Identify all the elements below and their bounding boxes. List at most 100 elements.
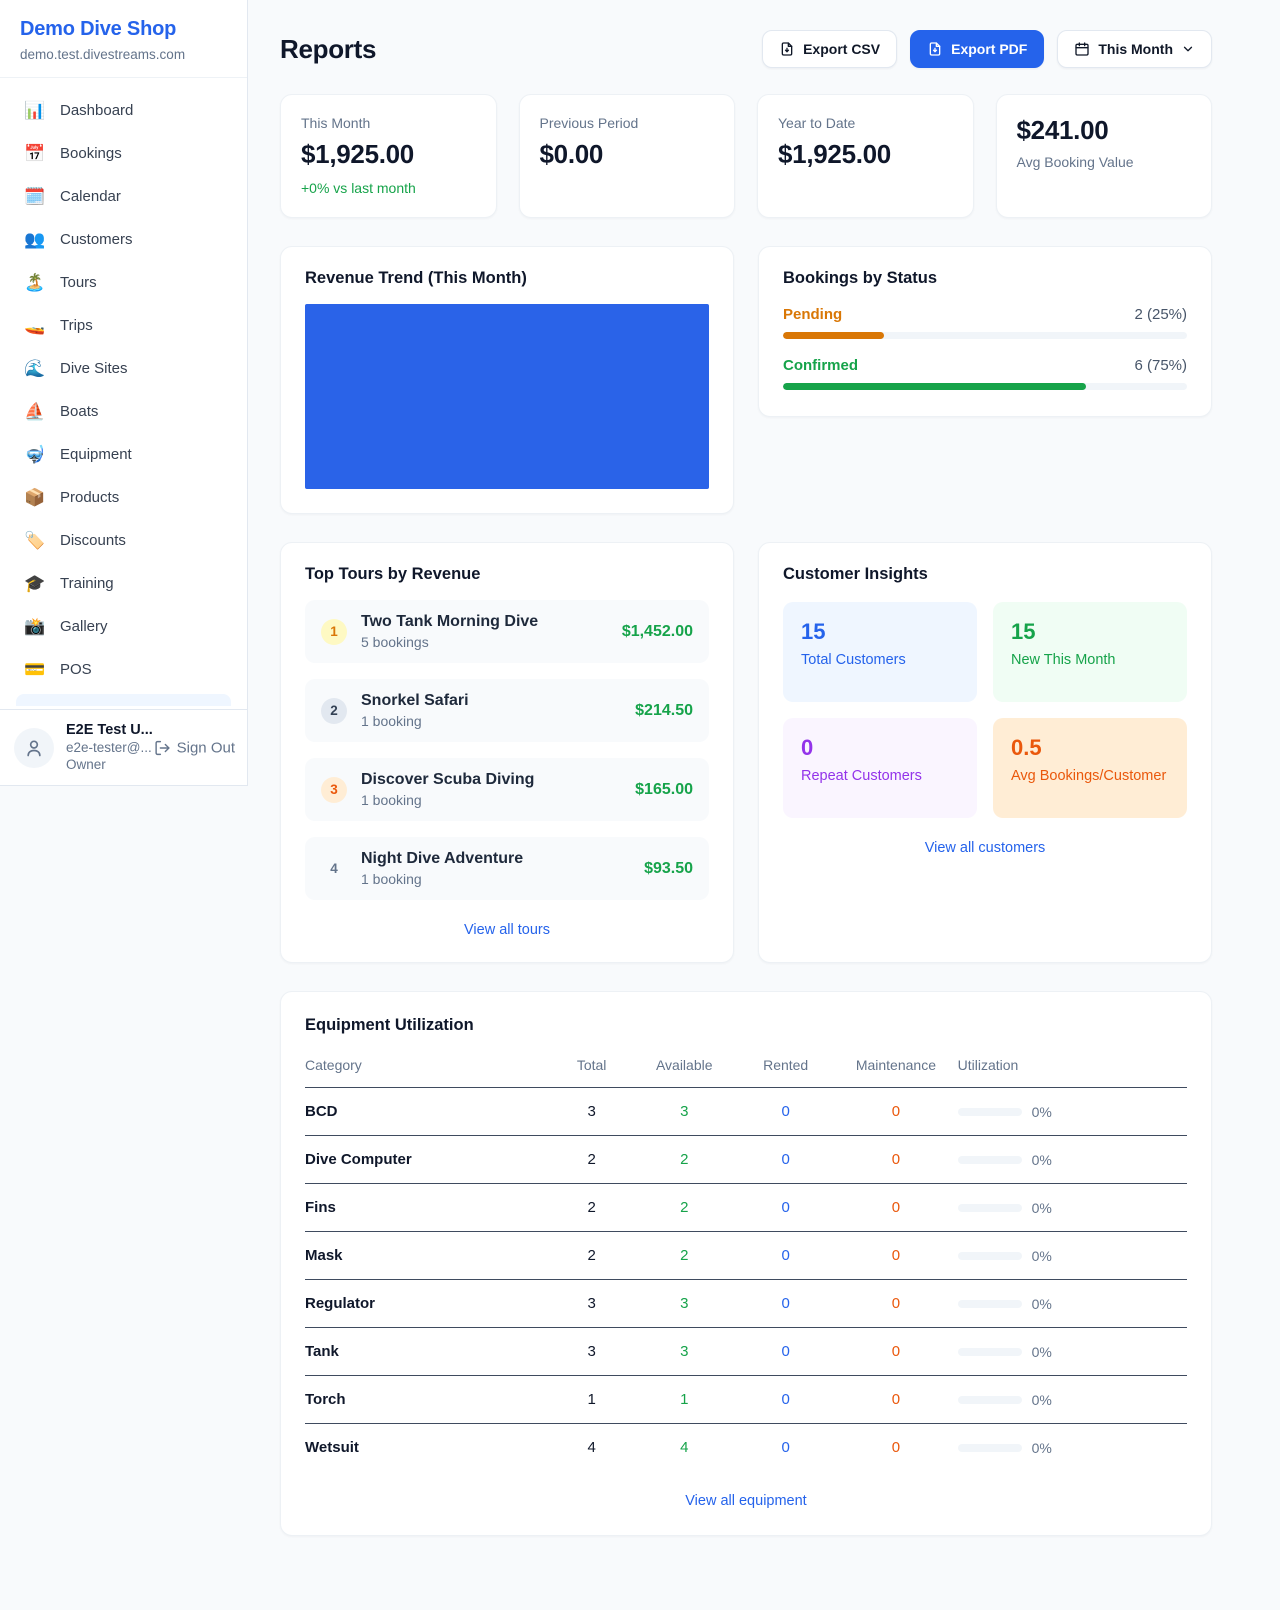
sidebar-item-pos[interactable]: 💳 POS	[24, 659, 92, 679]
person-icon	[27, 740, 41, 756]
utilization-bar	[957, 1251, 1022, 1260]
status-row-confirmed: Confirmed 6 (75%)	[783, 357, 1187, 390]
stat-card-year-to-date: Year to Date $1,925.00	[757, 94, 974, 218]
stat-value: $0.00	[539, 139, 604, 169]
table-row: BCD 3 3 0 0 0%	[305, 1087, 1187, 1136]
table-row: Dive Computer 2 2 0 0 0%	[305, 1135, 1187, 1184]
rank-badge: 3	[321, 776, 347, 803]
bookings-by-status-card: Bookings by Status Pending 2 (25%) Confi…	[758, 246, 1212, 417]
table-row: Regulator 3 3 0 0 0%	[305, 1279, 1187, 1328]
tile-avg-bookings: 0.5 Avg Bookings/Customer	[993, 718, 1187, 818]
stat-card-this-month: This Month $1,925.00 +0% vs last month	[280, 94, 497, 218]
table-row: Tank 3 3 0 0 0%	[305, 1327, 1187, 1376]
revenue-trend-chart	[305, 304, 709, 489]
diving-mask-icon: 🤿	[24, 444, 46, 464]
stat-value: $1,925.00	[301, 139, 414, 169]
insight-tiles: 15 Total Customers 15 New This Month 0 R…	[783, 602, 1187, 818]
sign-out-button[interactable]: Sign Out	[154, 739, 235, 756]
tour-item: 1 Two Tank Morning Dive 5 bookings $1,45…	[305, 600, 709, 663]
sidebar: Demo Dive Shop demo.test.divestreams.com…	[0, 0, 248, 786]
sidebar-item-training[interactable]: 🎓 Training	[24, 573, 114, 593]
table-row: Fins 2 2 0 0 0%	[305, 1183, 1187, 1232]
utilization-bar	[957, 1203, 1022, 1212]
tile-total-customers: 15 Total Customers	[783, 602, 977, 702]
utilization-bar	[957, 1299, 1022, 1308]
sidebar-item-dive-sites[interactable]: 🌊 Dive Sites	[24, 358, 128, 378]
stats-row: This Month $1,925.00 +0% vs last month P…	[280, 94, 1212, 218]
export-pdf-button[interactable]: Export PDF	[910, 30, 1045, 68]
stat-card-avg-booking: $241.00 Avg Booking Value	[995, 94, 1212, 218]
sidebar-item-selected-partial[interactable]	[16, 694, 231, 706]
chevron-down-icon	[1183, 46, 1193, 52]
table-header-row: Category Total Available Rented Maintena…	[305, 1057, 1019, 1073]
file-download-icon	[781, 42, 793, 56]
top-tours-card: Top Tours by Revenue 1 Two Tank Morning …	[280, 542, 734, 963]
sidebar-item-boats[interactable]: ⛵ Boats	[24, 401, 99, 421]
tile-new-this-month: 15 New This Month	[993, 602, 1187, 702]
tour-item: 4 Night Dive Adventure 1 booking $93.50	[305, 837, 709, 900]
stat-value: $1,925.00	[778, 139, 891, 169]
sidebar-item-tours[interactable]: 🏝️ Tours	[24, 272, 97, 292]
sidebar-item-gallery[interactable]: 📸 Gallery	[24, 616, 108, 636]
sidebar-item-discounts[interactable]: 🏷️ Discounts	[24, 530, 126, 550]
sidebar-item-equipment[interactable]: 🤿 Equipment	[24, 444, 132, 464]
table-row: Torch 1 1 0 0 0%	[305, 1375, 1187, 1424]
speedboat-icon: 🚤	[24, 315, 46, 335]
user-role: Owner	[66, 757, 106, 772]
calendar-icon	[1075, 42, 1090, 56]
rank-badge: 4	[330, 861, 338, 876]
main-content: Reports Export CSV Export PDF This Month…	[248, 0, 1280, 1610]
sidebar-item-dashboard[interactable]: 📊 Dashboard	[24, 100, 134, 120]
utilization-bar	[957, 1155, 1022, 1164]
pending-progress-track	[783, 332, 1187, 339]
utilization-bar	[957, 1347, 1022, 1356]
user-info: E2E Test U... e2e-tester@... Owner	[66, 722, 153, 773]
sailboat-icon: ⛵	[24, 401, 46, 421]
equipment-table: Category Total Available Rented Maintena…	[305, 1049, 1187, 1471]
tour-item: 2 Snorkel Safari 1 booking $214.50	[305, 679, 709, 742]
people-icon: 👥	[24, 229, 46, 249]
island-icon: 🏝️	[24, 272, 46, 292]
stat-value: $241.00	[1016, 115, 1109, 145]
calendar-icon: 📅	[24, 143, 46, 163]
sidebar-item-customers[interactable]: 👥 Customers	[24, 229, 133, 249]
utilization-bar	[957, 1395, 1022, 1404]
status-row-pending: Pending 2 (25%)	[783, 306, 1187, 339]
page-header: Reports Export CSV Export PDF This Month	[280, 30, 1212, 68]
rank-badge: 1	[321, 618, 347, 645]
package-icon: 📦	[24, 487, 46, 507]
shop-name: Demo Dive Shop	[20, 18, 177, 40]
period-dropdown[interactable]: This Month	[1057, 30, 1212, 68]
sidebar-item-products[interactable]: 📦 Products	[24, 487, 120, 507]
view-all-customers-link[interactable]: View all customers	[924, 840, 1046, 856]
sidebar-item-bookings[interactable]: 📅 Bookings	[24, 143, 122, 163]
revenue-trend-card: Revenue Trend (This Month)	[280, 246, 734, 514]
page-title: Reports	[280, 33, 377, 64]
view-all-tours-link[interactable]: View all tours	[464, 922, 550, 938]
utilization-bar	[957, 1107, 1022, 1116]
sidebar-item-trips[interactable]: 🚤 Trips	[24, 315, 93, 335]
view-all-equipment-link[interactable]: View all equipment	[685, 1493, 807, 1509]
brand: Demo Dive Shop demo.test.divestreams.com	[0, 0, 247, 78]
bar-chart-icon: 📊	[24, 100, 46, 120]
user-footer: E2E Test U... e2e-tester@... Owner Sign …	[0, 709, 247, 785]
spiral-calendar-icon: 🗓️	[24, 186, 46, 206]
equipment-utilization-card: Equipment Utilization Category Total Ava…	[280, 991, 1212, 1536]
sidebar-nav: 📊 Dashboard 📅 Bookings 🗓️ Calendar 👥 Cus…	[0, 78, 247, 709]
header-actions: Export CSV Export PDF This Month	[762, 30, 1212, 68]
graduation-cap-icon: 🎓	[24, 573, 46, 593]
export-csv-button[interactable]: Export CSV	[762, 30, 898, 68]
wave-icon: 🌊	[24, 358, 46, 378]
rank-badge: 2	[321, 697, 347, 724]
shop-domain: demo.test.divestreams.com	[20, 47, 186, 62]
customer-insights-card: Customer Insights 15 Total Customers 15 …	[758, 542, 1212, 963]
confirmed-progress-fill	[783, 383, 1086, 390]
tag-icon: 🏷️	[24, 530, 46, 550]
camera-icon: 📸	[24, 616, 46, 636]
pending-progress-fill	[783, 332, 884, 339]
file-download-icon	[929, 42, 941, 56]
logout-icon	[155, 740, 170, 755]
table-row: Wetsuit 4 4 0 0 0%	[305, 1423, 1187, 1472]
sidebar-item-calendar[interactable]: 🗓️ Calendar	[24, 186, 121, 206]
user-email: e2e-tester@...	[66, 740, 152, 755]
